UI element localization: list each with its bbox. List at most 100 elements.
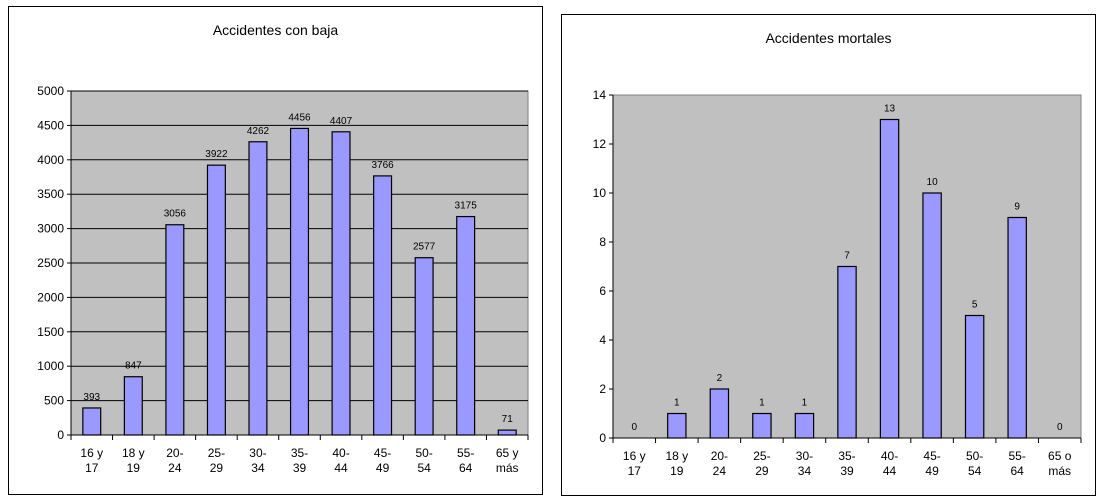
x-tick-label: 25- [208,446,225,460]
bar [373,175,393,436]
data-label: 4407 [330,116,353,127]
x-tick-label: 34 [798,464,812,478]
x-tick-label: 17 [628,464,642,478]
x-tick-label: 29 [755,464,769,478]
data-label: 3175 [455,201,478,212]
bar [331,131,351,436]
x-tick-label: 35- [838,449,855,463]
x-tick-label: 18 y [665,449,688,463]
x-tick-label: 55- [1009,449,1026,463]
y-tick-label: 4500 [37,118,64,132]
bar [752,412,772,439]
data-label: 2 [717,373,723,384]
x-tick-label: 50- [415,446,432,460]
x-tick-label: 30- [796,449,813,463]
x-tick-label: 54 [968,464,982,478]
bar [1007,216,1027,439]
bar [206,164,226,436]
x-tick-label: 55- [457,446,474,460]
x-tick-label: 39 [293,461,307,475]
y-tick-label: 4000 [37,153,64,167]
y-tick-label: 0 [57,428,64,442]
y-tick-label: 0 [599,431,606,445]
x-tick-label: 65 o [1048,449,1072,463]
x-tick-label: más [496,461,519,475]
chart-svg-left: 0 500 1000 1500 2000 2500 3000 3500 4000 4500 5000… [37,84,529,475]
x-tick-label: 54 [417,461,431,475]
x-tick-label: 45- [923,449,940,463]
bar [879,118,900,439]
y-tick-label: 1000 [37,359,64,373]
y-tick-label: 3500 [37,187,64,201]
data-label: 0 [1057,422,1063,433]
y-tick-label: 500 [44,394,64,408]
x-tick-label: 40- [332,446,349,460]
x-tick-label: 16 y [80,446,103,460]
bar [82,407,102,436]
bar [289,127,310,436]
data-label: 3056 [164,209,187,220]
data-label: 2577 [413,242,436,253]
y-tick-label: 6 [599,284,606,298]
chart-panel-right: Accidentes mortales 0 2 4 6 8 10 12 14 0 1 2 1 1 7 13 1… [561,14,1096,496]
x-tick-label: 50- [966,449,983,463]
bar [497,429,517,436]
bar [922,192,942,439]
x-tick-label: 64 [459,461,473,475]
data-label: 10 [927,177,939,188]
y-tick-label: 3000 [37,222,64,236]
bar [123,376,143,436]
x-tick-label: más [1048,464,1071,478]
x-tick-label: 35- [291,446,308,460]
bar [165,224,185,436]
x-tick-label: 64 [1011,464,1025,478]
x-tick-label: 24 [168,461,182,475]
x-tick-label: 16 y [623,449,646,463]
data-label: 5 [972,300,978,311]
y-tick-label: 2500 [37,256,64,270]
bar [837,265,857,439]
x-tick-label: 65 y [496,446,519,460]
bar [248,141,268,436]
bar [794,412,815,439]
data-label: 3766 [371,160,394,171]
x-tick-label: 19 [670,464,684,478]
data-label: 393 [83,392,100,403]
bar [667,412,687,439]
data-label: 13 [884,104,896,115]
x-tick-label: 34 [251,461,265,475]
y-tick-label: 12 [593,137,607,151]
data-label: 7 [844,251,850,262]
data-label: 3922 [205,149,228,160]
x-tick-label: 40- [881,449,898,463]
data-label: 847 [125,361,142,372]
y-tick-label: 10 [593,186,607,200]
y-tick-label: 1500 [37,325,64,339]
x-tick-label: 19 [127,461,141,475]
x-tick-label: 18 y [122,446,145,460]
x-tick-label: 20- [711,449,728,463]
bar [414,257,434,436]
chart-title: Accidentes con baja [212,22,339,38]
bar [709,388,730,439]
data-label: 1 [802,398,808,409]
bar [964,314,985,439]
x-tick-label: 29 [210,461,224,475]
data-label: 4456 [288,112,311,123]
x-tick-label: 49 [925,464,939,478]
x-tick-label: 44 [883,464,897,478]
y-tick-label: 5000 [37,84,64,98]
x-tick-label: 39 [840,464,854,478]
y-tick-label: 14 [593,88,607,102]
x-tick-label: 25- [753,449,770,463]
x-tick-label: 30- [249,446,266,460]
chart-panel-left: Accidentes con baja 0 500 1000 1500 2000 2500… [8,6,543,495]
x-tick-label: 24 [713,464,727,478]
data-label: 9 [1014,202,1020,213]
x-tick-label: 44 [334,461,348,475]
y-tick-label: 4 [599,333,606,347]
y-tick-label: 2 [599,382,606,396]
x-tick-label: 20- [166,446,183,460]
data-label: 1 [759,398,765,409]
